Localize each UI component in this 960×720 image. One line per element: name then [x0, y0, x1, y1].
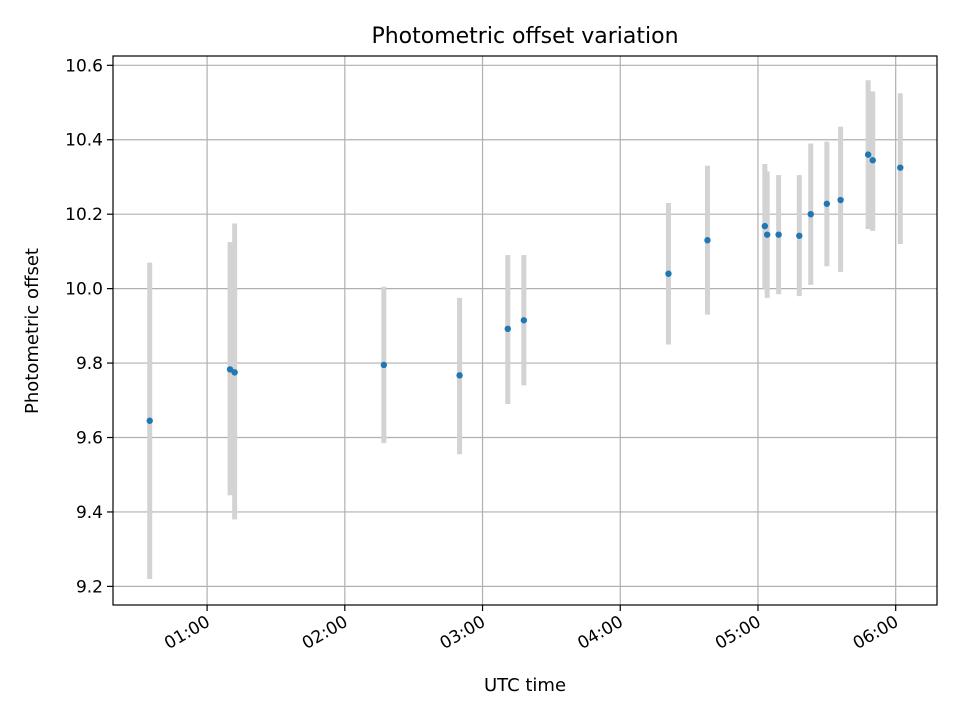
x-axis-ticks: 01:00 02:00 03:00 04:00 05:00 06:00	[161, 605, 902, 654]
y-tick-label: 10.4	[65, 131, 103, 151]
data-point	[763, 231, 771, 238]
data-point	[807, 210, 814, 218]
y-tick-label: 10.6	[65, 56, 103, 76]
data-point	[775, 231, 782, 238]
data-point	[520, 317, 528, 324]
data-point	[704, 237, 711, 244]
data-point	[665, 270, 672, 277]
data-point	[504, 325, 511, 333]
data-point	[796, 232, 803, 239]
chart-title: Photometric offset variation	[371, 24, 678, 49]
x-tick-label: 02:00	[299, 612, 351, 654]
x-tick-label: 06:00	[850, 612, 902, 654]
data-point	[897, 164, 904, 171]
grid-lines	[113, 56, 937, 605]
x-tick-label: 04:00	[574, 612, 626, 654]
x-tick-label: 03:00	[437, 612, 489, 654]
plot-frame	[112, 55, 938, 606]
y-tick-label: 9.8	[76, 354, 103, 374]
data-point	[761, 222, 769, 230]
y-tick-label: 9.4	[76, 503, 103, 523]
x-tick-label: 01:00	[161, 612, 213, 654]
x-axis-label: UTC time	[484, 675, 566, 696]
data-point	[146, 417, 153, 424]
data-point	[231, 369, 238, 376]
y-axis-label: Photometric offset	[22, 248, 43, 414]
data-point	[456, 372, 463, 379]
data-point	[864, 151, 872, 158]
y-tick-label: 10.2	[65, 205, 103, 225]
data-point	[226, 366, 234, 373]
y-tick-label: 9.2	[76, 577, 103, 597]
x-tick-label: 05:00	[712, 612, 764, 654]
y-tick-label: 10.0	[65, 280, 103, 300]
data-point	[380, 361, 388, 369]
data-point	[837, 196, 844, 204]
data-point	[869, 157, 876, 164]
error-bars	[147, 80, 903, 579]
y-axis-ticks: 9.2 9.4 9.6 9.8 10.0 10.2 10.4 10.6	[65, 56, 113, 597]
y-tick-label: 9.6	[76, 429, 103, 449]
data-points	[146, 151, 904, 424]
data-point	[823, 200, 831, 207]
